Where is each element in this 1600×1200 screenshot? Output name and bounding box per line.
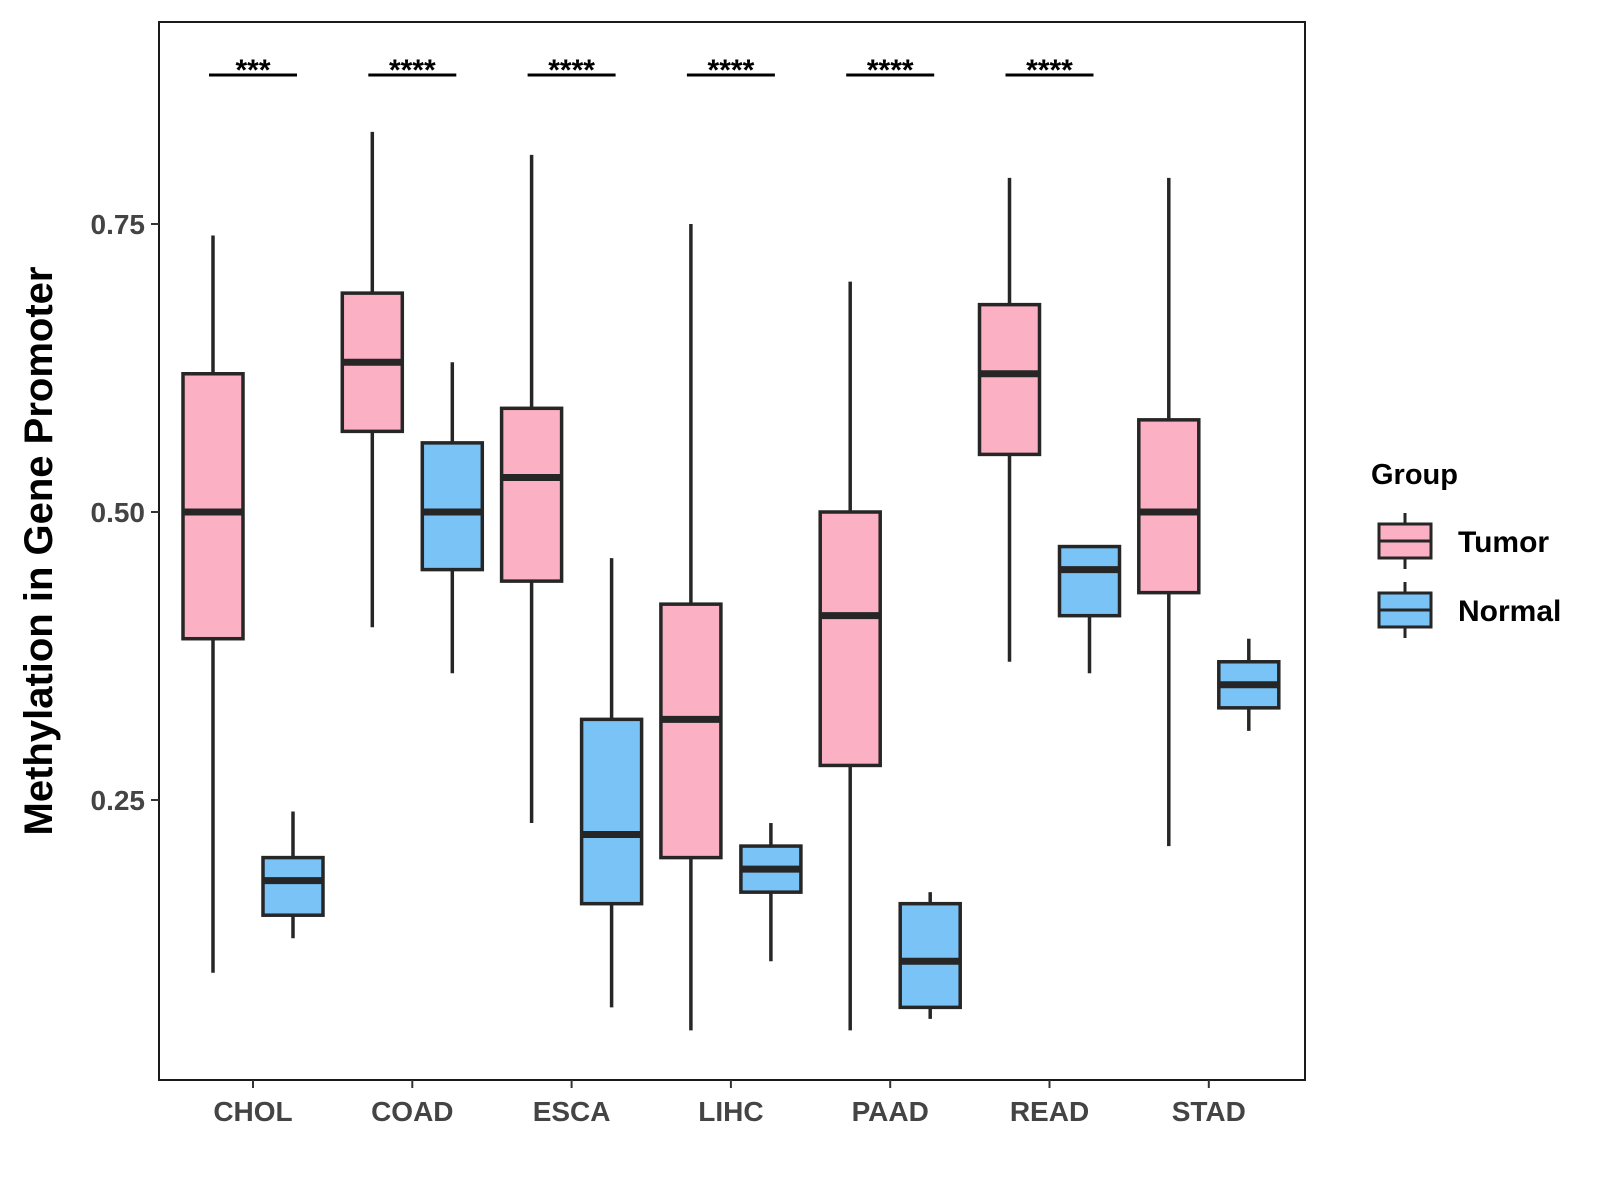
normal-box-lihc xyxy=(739,823,803,962)
significance-label: **** xyxy=(389,54,436,87)
box-iqr xyxy=(977,302,1042,457)
box-iqr xyxy=(181,372,245,641)
box-iqr xyxy=(818,510,882,768)
significance-label: **** xyxy=(867,54,914,87)
box-iqr xyxy=(1057,544,1122,618)
box-series xyxy=(181,131,1281,1031)
significance-label: **** xyxy=(548,54,595,87)
tumor-box-coad xyxy=(340,131,405,628)
legend-item-normal: Normal xyxy=(1377,582,1561,638)
normal-box-chol xyxy=(261,811,325,939)
box-iqr xyxy=(659,602,723,860)
normal-box-esca xyxy=(579,558,644,1008)
legend-label: Normal xyxy=(1458,595,1561,628)
tumor-box-paad xyxy=(818,281,882,1031)
box-iqr xyxy=(420,441,485,572)
box-iqr xyxy=(579,717,644,906)
tumor-box-read xyxy=(977,177,1042,662)
x-tick-label: PAAD xyxy=(852,1096,929,1127)
y-tick-label: 0.50 xyxy=(91,497,146,528)
normal-box-stad xyxy=(1217,638,1281,731)
tumor-box-stad xyxy=(1137,177,1201,847)
normal-box-paad xyxy=(898,892,962,1019)
significance-annotations: *** **** **** **** **** **** xyxy=(209,54,1094,87)
legend: Group Tumor Normal xyxy=(1371,459,1561,638)
x-tick-label: COAD xyxy=(371,1096,453,1127)
y-tick-label: 0.75 xyxy=(91,209,146,240)
x-tick-label: LIHC xyxy=(698,1096,763,1127)
x-tick-label: CHOL xyxy=(213,1096,292,1127)
tumor-box-chol xyxy=(181,235,245,973)
x-tick-label: STAD xyxy=(1172,1096,1246,1127)
normal-box-coad xyxy=(420,362,485,674)
legend-label: Tumor xyxy=(1458,526,1549,559)
plot-panel-border xyxy=(158,21,1306,1081)
y-axis-title: Methylation in Gene Promoter xyxy=(17,267,61,836)
significance-label: **** xyxy=(708,54,755,87)
x-tick-label: READ xyxy=(1010,1096,1089,1127)
significance-label: *** xyxy=(235,54,270,87)
box-iqr xyxy=(1137,418,1201,595)
x-tick-label: ESCA xyxy=(533,1096,611,1127)
normal-box-read xyxy=(1057,544,1122,674)
tumor-box-lihc xyxy=(659,224,723,1031)
significance-label: **** xyxy=(1026,54,1073,87)
y-axis: 0.25 0.50 0.75 xyxy=(91,209,159,816)
box-iqr xyxy=(261,855,325,917)
tumor-box-esca xyxy=(499,154,564,824)
legend-item-tumor: Tumor xyxy=(1377,513,1549,569)
y-tick-label: 0.25 xyxy=(91,785,146,816)
box-iqr xyxy=(499,406,564,583)
legend-title: Group xyxy=(1371,459,1458,491)
x-axis: CHOL COAD ESCA LIHC PAAD READ STAD xyxy=(213,1080,1246,1127)
box-iqr xyxy=(898,901,962,1010)
